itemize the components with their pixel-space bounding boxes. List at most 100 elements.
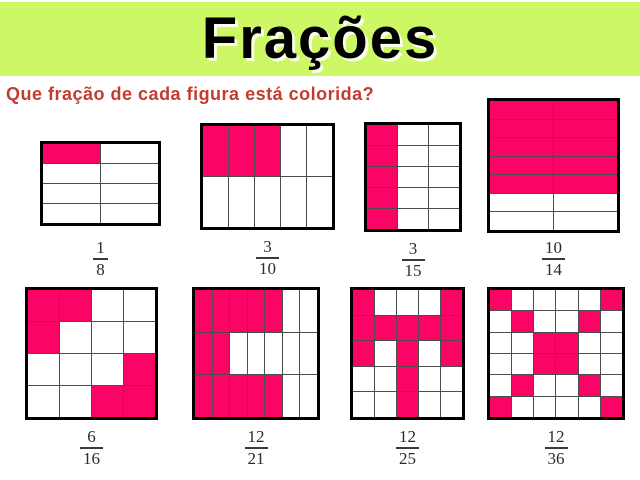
grid-cell-filled: [578, 375, 600, 396]
grid-cell-filled: [490, 290, 512, 311]
fraction-numerator: 1: [96, 238, 105, 257]
grid-cell-empty: [101, 144, 158, 163]
grid-cell-filled: [28, 290, 59, 321]
grid-cell-empty: [281, 177, 306, 227]
grid-cell-filled: [124, 386, 155, 417]
grid-cell-empty: [28, 354, 59, 385]
grid-cell-empty: [398, 188, 428, 208]
fraction-grid: [192, 287, 320, 420]
grid-cell-filled: [534, 354, 556, 375]
grid-cell-filled: [397, 341, 418, 366]
grid-cell-empty: [282, 332, 300, 375]
grid-cell-empty: [101, 184, 158, 203]
figure-8: 12 36: [487, 287, 625, 469]
figure-3: 3 15: [364, 122, 462, 281]
grid-cell-empty: [490, 311, 512, 332]
grid-cell-filled: [195, 332, 212, 375]
grid-cell-empty: [101, 204, 158, 223]
grid-cell-empty: [419, 290, 440, 315]
grid-cell-empty: [60, 322, 91, 353]
grid-cell-empty: [43, 184, 100, 203]
fraction-denominator: 8: [93, 258, 108, 280]
grid-cell-filled: [397, 366, 418, 392]
fraction-label: 6 16: [80, 427, 103, 469]
grid-cell-filled: [60, 290, 91, 321]
grid-cell-filled: [367, 188, 397, 208]
grid-cell-empty: [229, 177, 254, 227]
grid-cell-empty: [43, 204, 100, 223]
grid-cell-filled: [490, 396, 512, 417]
grid-cell-empty: [534, 375, 556, 396]
grid-cell-empty: [554, 212, 617, 230]
grid-cell-filled: [441, 290, 462, 315]
grid-cell-empty: [429, 188, 459, 208]
grid-cell-empty: [203, 177, 228, 227]
grid-cell-empty: [307, 126, 332, 176]
grid-cell-filled: [265, 290, 282, 332]
grid-cell-filled: [353, 315, 374, 341]
fraction-label: 10 14: [542, 238, 565, 280]
grid-cell-empty: [556, 375, 578, 396]
header-bar: Frações: [0, 2, 640, 76]
grid-cell-filled: [353, 290, 374, 315]
grid-cell-filled: [265, 375, 282, 417]
grid-cell-filled: [195, 375, 212, 417]
grid-cell-filled: [367, 125, 397, 145]
grid-cell-filled: [397, 315, 418, 341]
fraction-grid: [25, 287, 158, 420]
grid-cell-filled: [375, 315, 396, 341]
grid-cell-empty: [124, 322, 155, 353]
grid-cell-filled: [554, 119, 617, 138]
grid-cell-filled: [367, 209, 397, 229]
grid-cell-filled: [490, 101, 553, 119]
grid-cell-empty: [534, 311, 556, 332]
grid-cell-empty: [512, 332, 534, 353]
fraction-grid: [200, 123, 335, 230]
grid-cell-empty: [60, 354, 91, 385]
grid-cell-empty: [534, 396, 556, 417]
fraction-label: 3 15: [401, 239, 425, 281]
grid-cell-filled: [554, 156, 617, 175]
grid-cell-filled: [353, 341, 374, 366]
grid-cell-filled: [367, 146, 397, 166]
grid-cell-empty: [419, 392, 440, 417]
grid-cell-empty: [307, 177, 332, 227]
grid-cell-filled: [490, 175, 553, 193]
grid-cell-filled: [28, 322, 59, 353]
grid-cell-empty: [600, 375, 622, 396]
grid-cell-empty: [281, 126, 306, 176]
grid-cell-empty: [441, 366, 462, 392]
grid-cell-empty: [398, 167, 428, 187]
grid-cell-empty: [282, 290, 300, 332]
fraction-numerator: 3: [263, 237, 272, 256]
fraction-label: 12 25: [396, 427, 419, 469]
grid-cell-empty: [375, 341, 396, 366]
figure-4: 10 14: [487, 98, 620, 280]
grid-cell-empty: [441, 392, 462, 417]
grid-cell-empty: [419, 341, 440, 366]
grid-cell-empty: [512, 396, 534, 417]
grid-cell-empty: [375, 366, 396, 392]
fraction-numerator: 6: [87, 427, 96, 446]
grid-cell-filled: [367, 167, 397, 187]
fraction-grid: [487, 98, 620, 233]
figure-6: 12 21: [192, 287, 320, 469]
grid-cell-filled: [212, 290, 230, 332]
fraction-grid: [487, 287, 625, 420]
grid-cell-empty: [600, 332, 622, 353]
grid-cell-filled: [419, 315, 440, 341]
grid-cell-filled: [255, 126, 280, 176]
grid-cell-empty: [255, 177, 280, 227]
grid-cell-filled: [212, 375, 230, 417]
fraction-denominator: 15: [401, 259, 425, 281]
grid-cell-filled: [490, 138, 553, 156]
grid-cell-filled: [441, 341, 462, 366]
grid-cell-empty: [578, 396, 600, 417]
figure-1: 1 8: [40, 141, 161, 280]
grid-cell-empty: [490, 212, 553, 230]
grid-cell-empty: [398, 146, 428, 166]
fraction-denominator: 25: [396, 447, 419, 469]
grid-cell-empty: [43, 164, 100, 183]
fraction-label: 3 10: [256, 237, 279, 279]
